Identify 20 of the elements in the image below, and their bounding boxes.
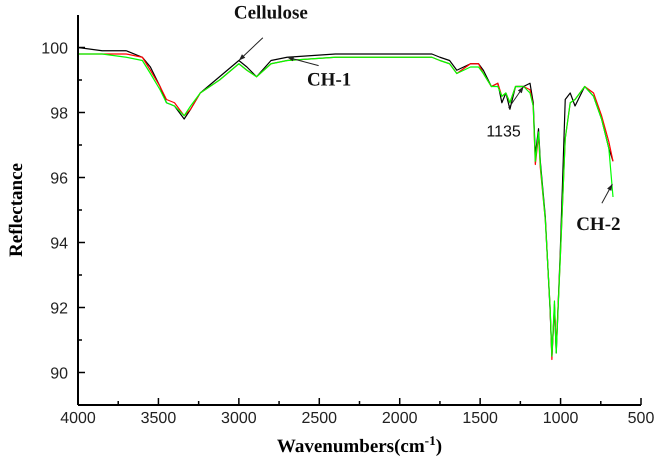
x-tick-label: 2500 [301,410,338,427]
y-tick-label: 94 [50,236,68,252]
annotation: 1135 [486,124,521,140]
x-axis-title: Wavenumbers(cm$^{-1}$) [276,432,442,457]
x-tick-label: 2000 [382,410,418,427]
annotation: Cellulose [234,2,308,24]
y-tick-label: 90 [50,366,68,382]
x-tick-label: 500 [628,410,654,427]
x-tick-label: 4000 [60,410,96,427]
x-tick-label: 1000 [542,410,578,427]
annotation: CH-2 [576,214,621,235]
y-axis-title: Reflectance [6,163,27,257]
y-tick-label: 92 [50,300,68,318]
x-tick-label: 3000 [221,410,257,427]
x-tick-label: 1500 [462,410,498,427]
y-tick-label: 96 [50,170,68,188]
y-tick-label: 98 [50,106,68,122]
annotation: CH-1 [306,69,352,90]
x-tick-label: 3500 [140,410,176,427]
y-tick-label: 100 [41,40,68,58]
